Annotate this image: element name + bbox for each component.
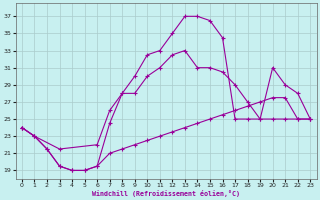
X-axis label: Windchill (Refroidissement éolien,°C): Windchill (Refroidissement éolien,°C) [92, 190, 240, 197]
